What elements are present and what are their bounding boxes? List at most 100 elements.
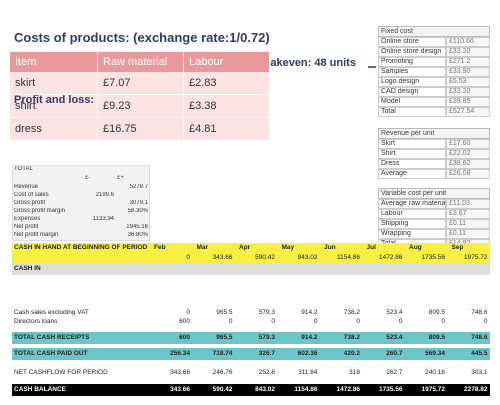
row-value: 0: [313, 318, 318, 325]
panel-label: Model: [378, 97, 446, 107]
row-value: 445.5: [471, 350, 488, 357]
pl-plus: 5278.7: [129, 184, 148, 190]
row-value: 246.76: [212, 369, 233, 376]
row-value: 0: [398, 318, 403, 325]
panel-label: Promoting: [378, 57, 446, 67]
cash-header: CASH IN HAND AT BEGINNING OF PERIOD: [14, 244, 148, 251]
row-value: 303.1: [471, 369, 488, 376]
month: Jun: [324, 244, 336, 251]
pl-label: Net profit margin: [14, 232, 59, 238]
cell: dress: [10, 118, 98, 141]
opening: 1472.86: [379, 254, 403, 261]
panel-value: £22.02: [446, 149, 490, 159]
pl-minus: 1133.94: [92, 216, 114, 222]
section-bg: [12, 263, 490, 275]
cell: £2.83: [184, 72, 270, 95]
month: Jul: [366, 244, 376, 251]
opening: 343.66: [212, 254, 233, 261]
breakeven: Breakeven: 48 units: [252, 57, 356, 69]
row-value: 738.2: [343, 309, 360, 316]
cell: £4.81: [184, 118, 270, 141]
opening: 1975.72: [464, 254, 488, 261]
row-value: 0: [356, 318, 360, 325]
row-value: 1472.86: [336, 386, 361, 393]
row-value: 523.4: [386, 334, 403, 341]
panel-label: Dress: [378, 159, 446, 169]
header-cell: Labour: [184, 52, 270, 72]
opening: 1735.56: [421, 254, 446, 261]
panel-label: CAD design: [378, 87, 446, 97]
row-value: 240.16: [425, 369, 445, 376]
month: Feb: [154, 244, 166, 251]
row-label: TOTAL CASH RECEIPTS: [14, 334, 90, 341]
panel-value: £0.11: [446, 219, 490, 229]
panel-value: £33.90: [446, 67, 490, 77]
pl-label: Cost of sales: [14, 192, 49, 198]
row-label: NET CASHFLOW FOR PERIOD: [14, 369, 108, 376]
panel-label: Wrapping: [378, 229, 446, 239]
row-value: 260.7: [386, 350, 403, 357]
row-value: 0: [441, 318, 445, 325]
panel-label: Total: [378, 107, 446, 117]
cell: £7.07: [98, 72, 184, 95]
panel-value: £3.67: [446, 209, 490, 219]
cell: skirt: [10, 72, 98, 95]
panel-label: Skirt: [378, 139, 446, 149]
month: May: [281, 244, 295, 251]
row-value: 2278.82: [464, 386, 488, 393]
panel-title: Variable cost per unit: [378, 188, 490, 199]
row-value: 602.36: [297, 350, 318, 357]
panel-value: £110.66: [446, 37, 490, 47]
pl-header: £-: [85, 175, 91, 181]
cell: £16.75: [98, 118, 184, 141]
row-label: Cash sales excluding VAT: [14, 309, 89, 316]
row-value: 523.4: [386, 309, 403, 316]
panel-label: Logo design: [378, 77, 446, 87]
row-value: 252.6: [258, 369, 275, 376]
dash: [368, 66, 376, 68]
panel-value: £271.2: [446, 57, 490, 67]
row-value: 420.2: [343, 350, 360, 357]
row-value: 1154.86: [294, 386, 318, 393]
cell: shirt: [10, 95, 98, 118]
row-value: 748.6: [471, 334, 488, 341]
row-bg: [12, 348, 490, 360]
panel-label: Online store design: [378, 47, 446, 57]
panel-value: £33.20: [446, 47, 490, 57]
row-value: 600: [179, 318, 190, 325]
pl-title: TOTAL: [14, 166, 33, 172]
panel-value: £5.53: [446, 77, 490, 87]
profit-loss-label: Profit and loss:: [14, 94, 95, 106]
panel-title: Revenue per unit: [378, 128, 490, 139]
row-value: 256.34: [170, 350, 190, 357]
row-value: 718.74: [212, 350, 233, 357]
panel-label: Shipping: [378, 219, 446, 229]
row-value: 600: [179, 334, 190, 341]
pl-label: Revenue: [14, 184, 39, 190]
panel-label: Average raw material: [378, 199, 446, 209]
opening: 1154.86: [336, 254, 360, 261]
cell: £9.23: [98, 95, 184, 118]
row-value: 809.5: [428, 309, 445, 316]
row-value: 0: [228, 318, 233, 325]
cash-header-bg: [12, 243, 490, 263]
row-value: 318: [349, 369, 360, 376]
month: Aug: [409, 244, 422, 251]
row-value: 579.3: [258, 334, 275, 341]
pl-bg: [12, 165, 150, 241]
panel-value: £33.20: [446, 87, 490, 97]
header-cell: Item: [10, 52, 98, 72]
month: Mar: [196, 244, 209, 251]
row-value: 0: [186, 309, 190, 316]
opening: 0: [186, 254, 190, 261]
row-value: 569.34: [425, 350, 445, 357]
row-value: 0: [271, 318, 275, 325]
row-value: 326.7: [258, 350, 275, 357]
panel-label: Average: [378, 169, 446, 179]
panel-value: £0.11: [446, 229, 490, 239]
pl-plus: 3079.1: [129, 200, 148, 206]
row-value: 738.2: [343, 334, 360, 341]
panel-label: Samples: [378, 67, 446, 77]
row-value: 311.84: [298, 369, 318, 376]
cell: £3.38: [184, 95, 270, 118]
